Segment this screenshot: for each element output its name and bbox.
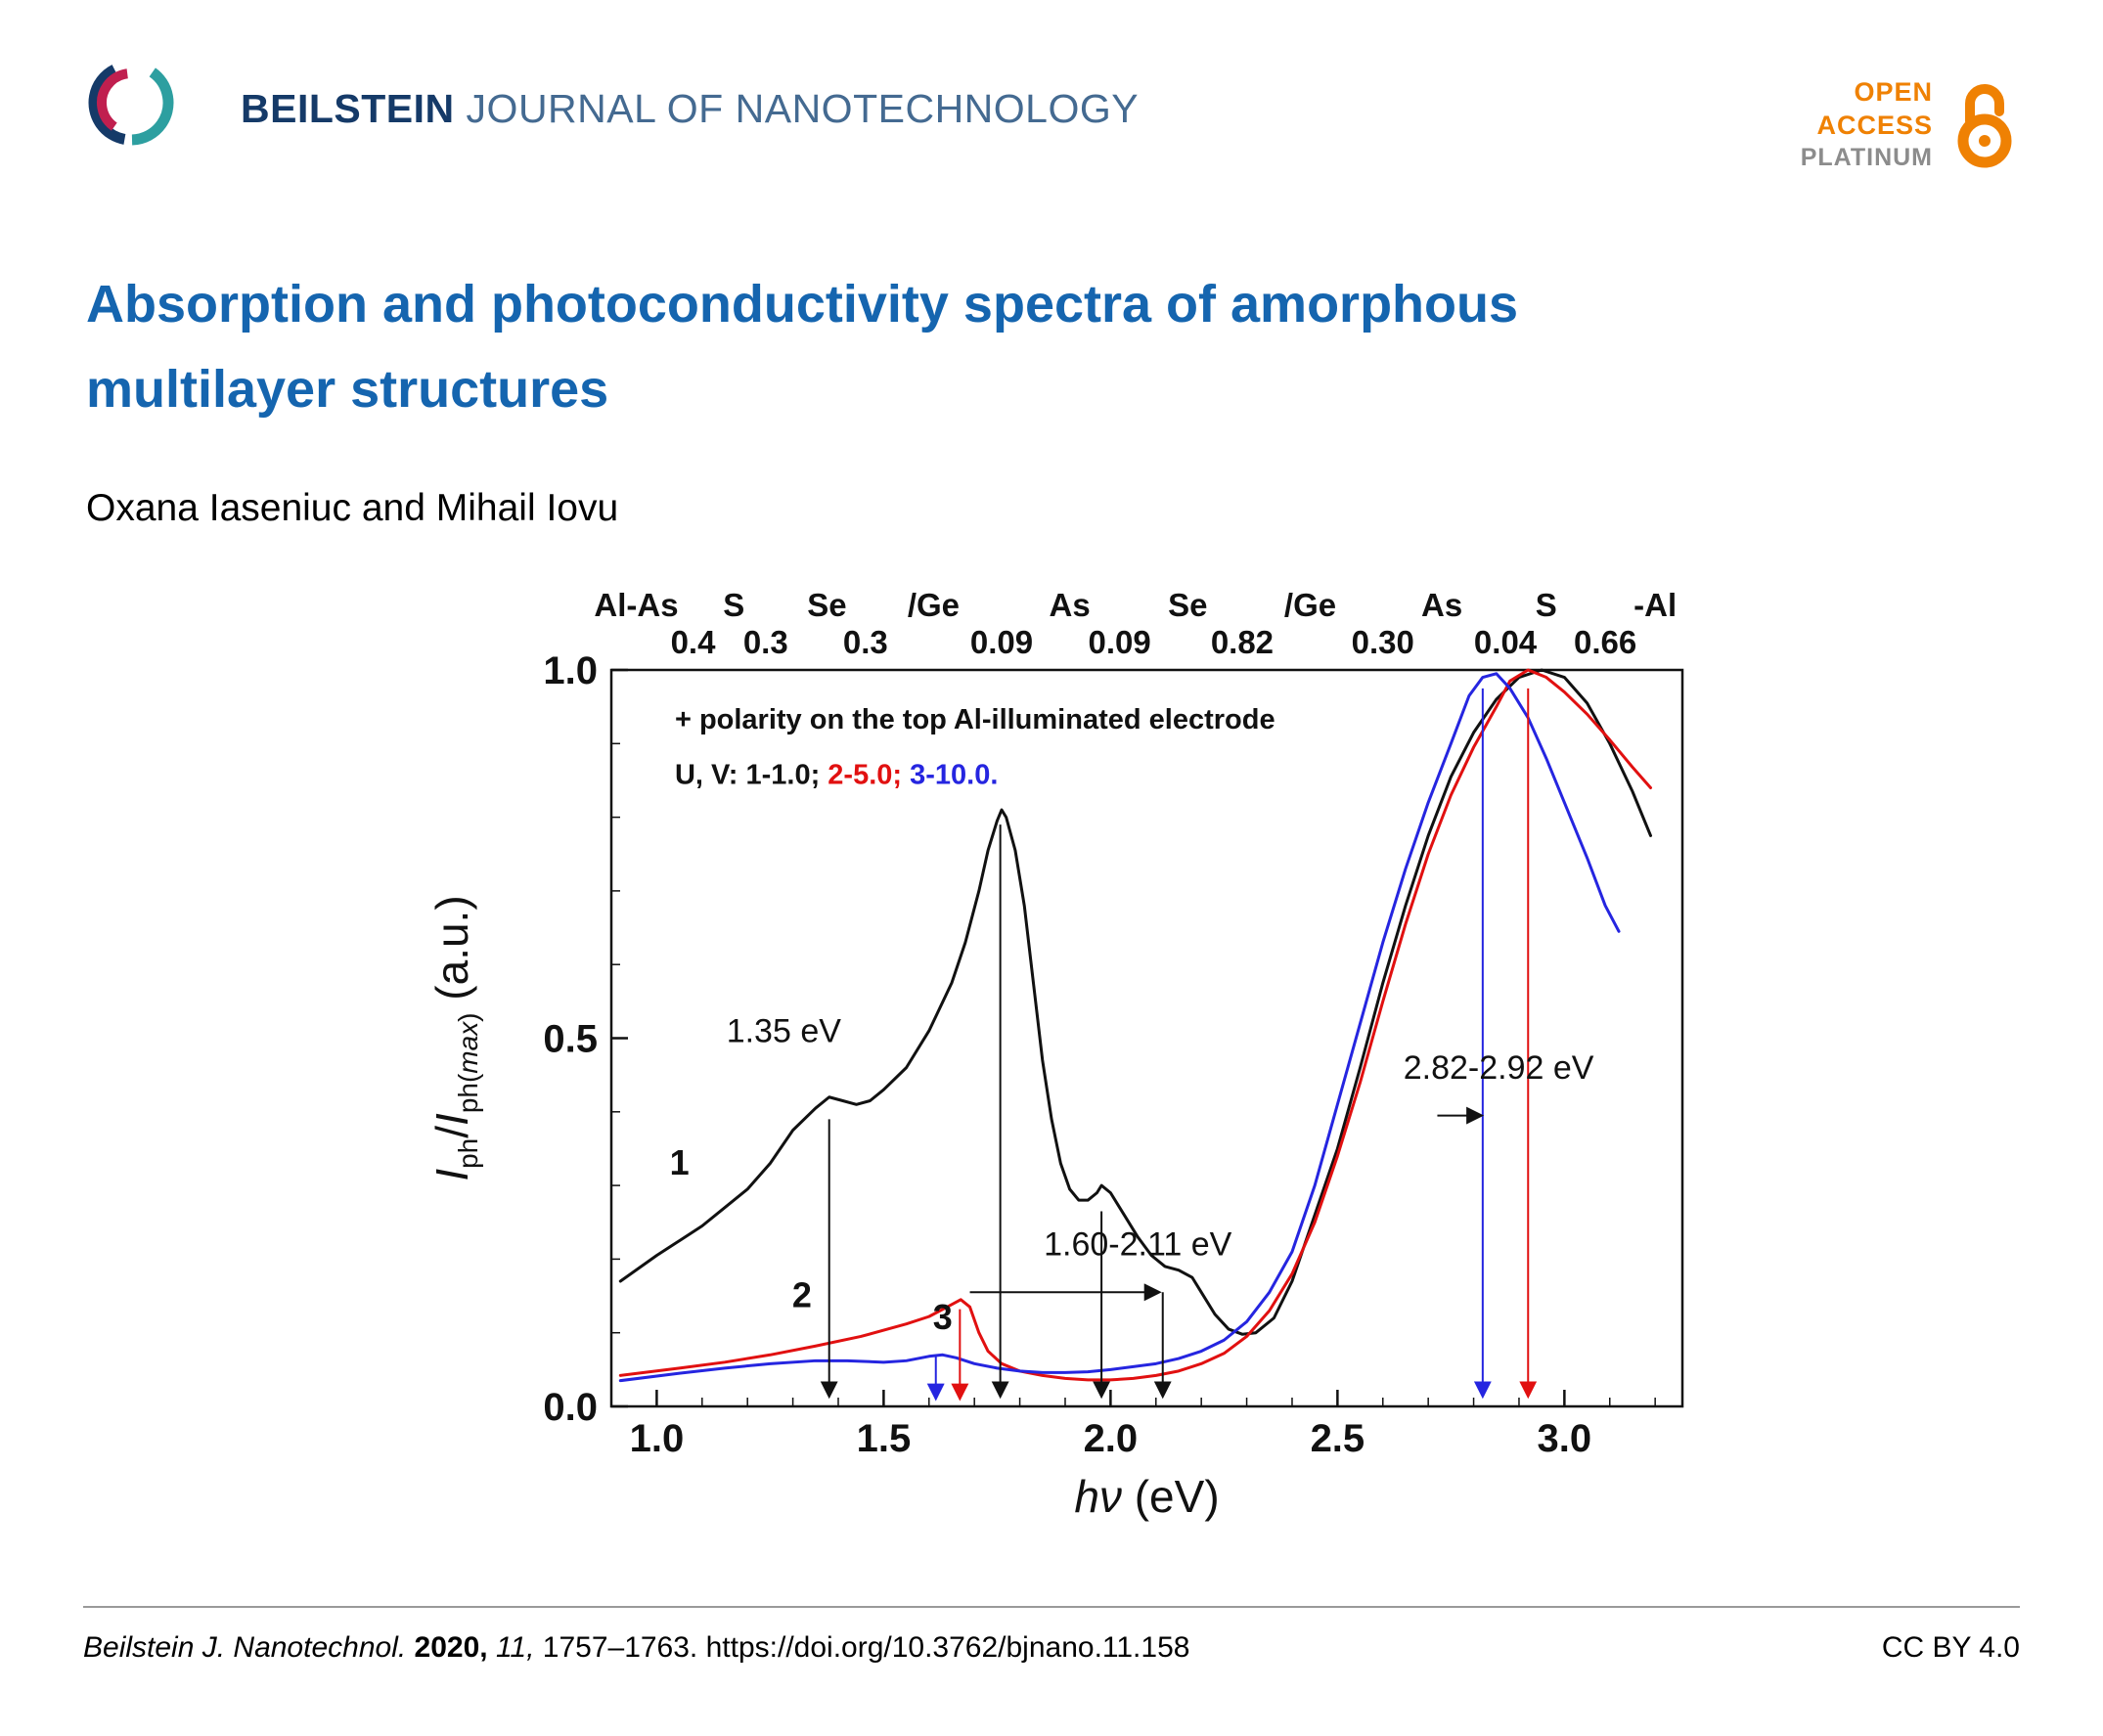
composition-number: 0.82 xyxy=(1211,624,1274,660)
journal-name: BEILSTEIN JOURNAL OF NANOTECHNOLOGY xyxy=(241,86,1139,132)
beilstein-logo-icon xyxy=(88,60,174,146)
open-access-lines: OPEN ACCESS PLATINUM xyxy=(1801,70,1933,173)
composition-number: 0.30 xyxy=(1352,624,1414,660)
y-tick-label: 0.5 xyxy=(543,1018,598,1061)
composition-label: /Ge xyxy=(908,587,960,623)
open-access-lock-icon xyxy=(1957,84,2012,168)
composition-number: 0.66 xyxy=(1574,624,1636,660)
x-axis-label: hν (eV) xyxy=(1074,1471,1219,1522)
open-access-line-open: OPEN xyxy=(1854,77,1933,107)
x-tick-label: 2.0 xyxy=(1084,1417,1139,1460)
title-line-1: Absorption and photoconductivity spectra… xyxy=(86,275,1519,334)
x-tick-label: 1.0 xyxy=(630,1417,685,1460)
footer-divider xyxy=(83,1606,2020,1608)
curve-3 xyxy=(618,672,1621,1383)
journal-name-bold: BEILSTEIN xyxy=(241,86,455,131)
open-access-line-access: ACCESS xyxy=(1816,110,1933,140)
composition-label: As xyxy=(1421,587,1462,623)
x-tick-label: 2.5 xyxy=(1311,1417,1365,1460)
title-line-2: multilayer structures xyxy=(86,360,609,420)
chart-annotation: 2 xyxy=(792,1274,812,1314)
chart-annotation: 3 xyxy=(933,1297,953,1337)
chart-annotation: 1 xyxy=(670,1142,690,1182)
composition-number: 0.3 xyxy=(843,624,888,660)
composition-number: 0.09 xyxy=(1089,624,1151,660)
chart-annotation: 1.60-2.11 eV xyxy=(1044,1226,1232,1264)
curve-1 xyxy=(618,668,1653,1336)
y-tick-label: 1.0 xyxy=(543,649,598,692)
chart-annotation: + polarity on the top Al-illuminated ele… xyxy=(675,704,1275,735)
article-title: Absorption and photoconductivity spectra… xyxy=(86,262,1945,433)
y-axis-label: Iph/Iph(max) (a.u.) xyxy=(426,895,483,1180)
composition-label: Al-As xyxy=(594,587,678,623)
composition-label: Se xyxy=(807,587,846,623)
x-tick-label: 3.0 xyxy=(1538,1417,1592,1460)
figure: 1.0 1.5 2.0 2.5 3.0 0.0 0.5 1.0 Al-As S Se/Ge As Se /… xyxy=(411,575,1702,1563)
composition-label: Se xyxy=(1168,587,1207,623)
composition-label: As xyxy=(1050,587,1091,623)
chart-annotation: U, V: 1-1.0; 2-5.0; 3-10.0. xyxy=(675,760,998,791)
license-label: CC BY 4.0 xyxy=(1881,1631,2020,1664)
chart-annotation: 2.82-2.92 eV xyxy=(1404,1049,1594,1087)
composition-number: 0.09 xyxy=(970,624,1033,660)
x-tick-label: 1.5 xyxy=(857,1417,912,1460)
open-access-line-platinum: PLATINUM xyxy=(1800,143,1933,171)
composition-number: 0.4 xyxy=(671,624,717,660)
composition-label: S xyxy=(723,587,744,623)
composition-number: 0.3 xyxy=(743,624,788,660)
composition-number: 0.04 xyxy=(1474,624,1538,660)
composition-label: -Al xyxy=(1633,587,1677,623)
citation: Beilstein J. Nanotechnol. 2020, 11, 1757… xyxy=(83,1631,1190,1664)
authors: Oxana Iaseniuc and Mihail Iovu xyxy=(86,487,619,529)
composition-label: /Ge xyxy=(1284,587,1336,623)
chart-annotation: 1.35 eV xyxy=(727,1012,842,1049)
open-access-badge: OPEN ACCESS PLATINUM xyxy=(1801,70,2023,176)
y-tick-label: 0.0 xyxy=(543,1386,598,1429)
composition-label: S xyxy=(1536,587,1557,623)
doi-link[interactable]: https://doi.org/10.3762/bjnano.11.158 xyxy=(705,1631,1190,1664)
spectra-chart: 1.0 1.5 2.0 2.5 3.0 0.0 0.5 1.0 Al-As S Se/Ge As Se /… xyxy=(426,587,1684,1522)
journal-name-rest: JOURNAL OF NANOTECHNOLOGY xyxy=(466,86,1140,131)
